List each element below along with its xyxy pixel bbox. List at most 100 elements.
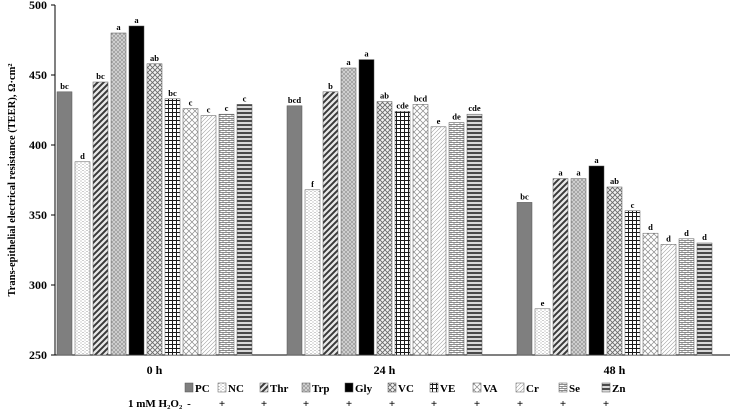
legend-swatch-pc <box>184 382 194 393</box>
legend-swatch-va <box>472 382 482 393</box>
significance-label: e <box>541 298 545 308</box>
legend-label-thr: Thr <box>270 383 288 395</box>
treatment-sign: + <box>219 398 225 409</box>
treatment-sign: + <box>261 398 267 409</box>
y-tick-label: 300 <box>29 278 47 292</box>
y-tick-label: 450 <box>29 68 47 82</box>
treatment-row: 1 mM H₂O₂ - + + + + + + + + + + <box>128 398 609 409</box>
legend-label-zn: Zn <box>612 383 625 395</box>
significance-label: c <box>225 103 229 113</box>
bar-va-48h <box>642 232 659 356</box>
legend-swatch-se <box>558 382 568 393</box>
legend-label-trp: Trp <box>312 383 330 395</box>
treatment-sign: + <box>560 398 566 409</box>
significance-label: cde <box>468 103 481 113</box>
significance-label: bc <box>520 191 529 201</box>
significance-label: c <box>207 105 211 115</box>
bar-ve-24h <box>394 111 411 356</box>
legend-label-nc: NC <box>228 383 244 395</box>
bar-se-48h <box>678 238 695 356</box>
legend-label-va: VA <box>483 383 498 395</box>
bar-cr-0h <box>200 115 217 356</box>
significance-label: a <box>558 168 563 178</box>
bar-pc-24h <box>286 105 303 356</box>
significance-label: a <box>576 168 581 178</box>
significance-label: a <box>594 155 599 165</box>
bar-thr-48h <box>552 178 569 356</box>
significance-label: a <box>346 57 351 67</box>
legend-swatch-thr <box>259 382 269 393</box>
x-category-label: 48 h <box>604 363 626 377</box>
x-category-label: 24 h <box>374 363 396 377</box>
bar-trp-48h <box>570 178 587 356</box>
x-category-label: 0 h <box>147 363 163 377</box>
significance-label: a <box>116 22 121 32</box>
significance-label: cde <box>396 100 409 110</box>
legend-swatch-nc <box>217 382 227 393</box>
significance-label: a <box>134 15 139 25</box>
significance-label: bc <box>60 81 69 91</box>
treatment-sign: + <box>389 398 395 409</box>
bar-pc-0h <box>56 91 73 356</box>
legend-label-se: Se <box>569 383 580 395</box>
bar-gly-24h <box>358 59 375 356</box>
bar-se-24h <box>448 122 465 356</box>
legend-swatch-cr <box>515 382 525 393</box>
significance-label: b <box>328 81 333 91</box>
bar-pc-48h <box>516 202 533 356</box>
bar-vc-24h <box>376 101 393 356</box>
significance-label: c <box>243 93 247 103</box>
bar-zn-48h <box>696 242 713 356</box>
treatment-sign: + <box>517 398 523 409</box>
treatment-sign: + <box>431 398 437 409</box>
bar-nc-0h <box>74 161 91 356</box>
significance-label: d <box>684 228 689 238</box>
significance-label: ab <box>610 176 619 186</box>
legend-swatch-gly <box>344 382 354 393</box>
bar-vc-48h <box>606 186 623 356</box>
y-axis-title: Trans-epithelial electrical resistance (… <box>7 63 18 296</box>
significance-label: bc <box>96 71 105 81</box>
treatment-sign: + <box>346 398 352 409</box>
significance-label: ab <box>150 53 159 63</box>
bar-thr-24h <box>322 91 339 356</box>
bar-cr-24h <box>430 126 447 356</box>
bar-ve-0h <box>164 98 181 356</box>
significance-label: d <box>702 232 707 242</box>
significance-label: d <box>648 222 653 232</box>
treatment-sign: - <box>187 398 191 409</box>
treatment-sign: + <box>303 398 309 409</box>
bar-gly-0h <box>128 25 145 356</box>
significance-label: ab <box>380 91 389 101</box>
bar-ve-48h <box>624 210 641 356</box>
significance-label: c <box>189 98 193 108</box>
y-tick-label: 400 <box>29 138 47 152</box>
y-tick-label: 250 <box>29 348 47 362</box>
bar-trp-0h <box>110 32 127 356</box>
significance-label: f <box>311 179 314 189</box>
bar-va-24h <box>412 104 429 356</box>
legend-swatch-vc <box>387 382 397 393</box>
significance-label: e <box>437 116 441 126</box>
bar-vc-0h <box>146 63 163 356</box>
legend-label-ve: VE <box>440 383 455 395</box>
treatment-sign: + <box>474 398 480 409</box>
significance-label: de <box>452 112 461 122</box>
significance-label: bcd <box>288 95 302 105</box>
bar-thr-0h <box>92 81 109 356</box>
x-category-labels: 0 h 24 h 48 h <box>147 363 626 377</box>
treatment-sign: + <box>603 398 609 409</box>
bar-trp-24h <box>340 67 357 356</box>
legend-label-pc: PC <box>195 383 210 395</box>
legend-label-gly: Gly <box>355 383 373 395</box>
legend-swatch-trp <box>301 382 311 393</box>
bar-va-0h <box>182 108 199 356</box>
significance-label: bc <box>168 88 177 98</box>
y-tick-label: 500 <box>29 0 47 12</box>
legend-label-vc: VC <box>398 383 414 395</box>
significance-label: d <box>80 151 85 161</box>
bar-cr-48h <box>660 244 677 356</box>
bar-nc-48h <box>534 308 551 356</box>
